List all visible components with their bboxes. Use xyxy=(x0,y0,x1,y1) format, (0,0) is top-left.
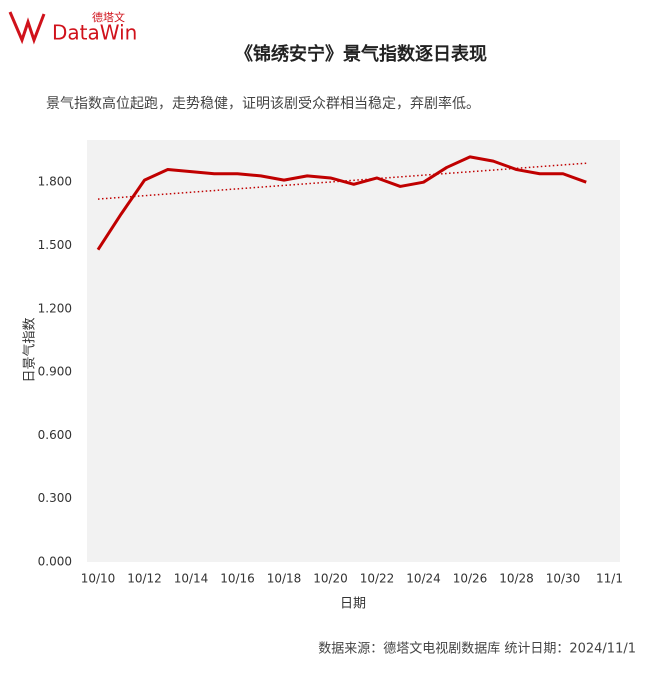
x-tick-label: 10/12 xyxy=(127,572,162,586)
y-tick-label: 0.000 xyxy=(38,555,72,569)
logo-icon xyxy=(8,11,46,45)
x-tick-label: 10/22 xyxy=(360,572,395,586)
y-tick-label: 0.600 xyxy=(38,428,72,442)
x-tick-label: 10/16 xyxy=(220,572,255,586)
logo-brand: 德塔文 xyxy=(92,10,125,24)
chart-subtitle: 景气指数高位起跑，走势稳健，证明该剧受众群相当稳定，弃剧率低。 xyxy=(46,95,480,112)
trend-line xyxy=(97,162,587,200)
logo: DataWin 德塔文 xyxy=(8,10,137,45)
logo-name: DataWin xyxy=(52,21,137,45)
x-tick-label: 10/24 xyxy=(406,572,441,586)
x-tick-label: 11/1 xyxy=(596,572,623,586)
source-note: 数据来源：德塔文电视剧数据库 统计日期：2024/11/1 xyxy=(318,641,636,657)
y-tick-label: 1.500 xyxy=(38,238,72,252)
y-tick-label: 0.300 xyxy=(38,491,72,505)
chart-title: 《锦绣安宁》景气指数逐日表现 xyxy=(235,43,487,65)
x-tick-label: 10/14 xyxy=(174,572,209,586)
x-tick-label: 10/28 xyxy=(499,572,534,586)
x-tick-label: 10/18 xyxy=(267,572,302,586)
x-tick-label: 10/10 xyxy=(81,572,116,586)
x-axis-label: 日期 xyxy=(340,597,366,612)
y-tick-label: 1.800 xyxy=(38,175,72,189)
x-tick-label: 10/26 xyxy=(453,572,488,586)
plot-area xyxy=(87,140,620,562)
y-axis-label: 日景气指数 xyxy=(22,317,38,382)
x-tick-label: 10/30 xyxy=(546,572,581,586)
y-tick-label: 1.200 xyxy=(38,301,72,315)
x-tick-label: 10/20 xyxy=(313,572,348,586)
y-tick-label: 0.900 xyxy=(38,365,72,379)
